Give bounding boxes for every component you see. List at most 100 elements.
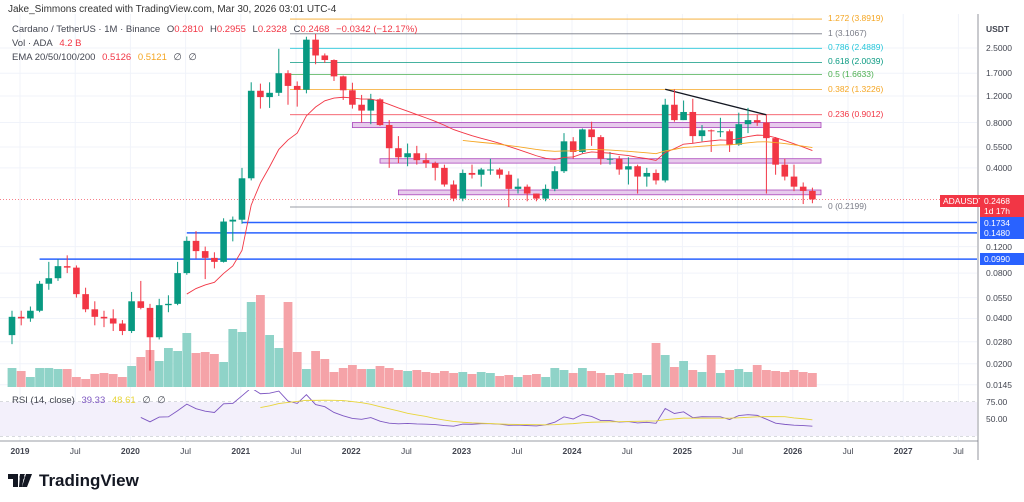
ohlc-low: L0.2328	[253, 24, 287, 35]
candle-body	[211, 257, 218, 262]
volume-bar	[486, 373, 495, 387]
volume-bar	[228, 329, 238, 387]
candle-body	[487, 169, 494, 171]
low-value: 0.2328	[257, 24, 287, 35]
volume-bar	[99, 373, 109, 387]
price-tick: 1.7000	[986, 68, 1012, 79]
candle-body	[542, 188, 549, 199]
candle-body	[413, 153, 421, 161]
volume-bar	[108, 374, 118, 387]
ema-legend[interactable]: EMA 20/50/100/200 0.5126 0.5121 ∅ ∅	[12, 52, 201, 63]
volume-bar	[670, 367, 679, 387]
current-price: 0.2468	[984, 196, 1010, 206]
volume-bar	[633, 373, 642, 387]
price-axis-unit: USDT	[986, 24, 1010, 34]
ema50-value: 0.5121	[137, 52, 167, 63]
horizontal-line-price-tag: 0.1734	[980, 216, 1024, 229]
rsi-line	[140, 390, 813, 427]
fib-level-label: 1 (3.1067)	[828, 27, 867, 38]
volume-bar	[780, 372, 790, 387]
volume-bar	[697, 372, 707, 387]
candle-body	[441, 167, 448, 185]
symbol-legend[interactable]: Cardano / TetherUS · 1M · Binance O0.281…	[12, 24, 421, 35]
candle-body	[477, 169, 485, 175]
candle-body	[643, 172, 651, 177]
candle-body	[137, 301, 145, 308]
volume-bar	[35, 368, 44, 387]
volume-bar	[734, 369, 744, 387]
volume-bar	[596, 373, 606, 387]
rsi-tick: 50.00	[986, 414, 1008, 424]
volume-bar	[605, 375, 615, 387]
volume-bar	[237, 332, 247, 387]
price-tick: 0.0400	[986, 313, 1012, 324]
candle-body	[82, 294, 89, 310]
volume-bar	[541, 377, 550, 387]
volume-bar	[182, 333, 192, 387]
fib-level-label: 1.272 (3.8919)	[828, 13, 884, 24]
rsi-band	[0, 402, 977, 436]
rsi-ma-value: 48.61	[111, 395, 136, 406]
attribution: Jake_Simmons created with TradingView.co…	[8, 4, 337, 15]
time-tick: Jul	[290, 446, 302, 456]
volume-bar	[26, 377, 35, 387]
volume-bar	[725, 370, 734, 387]
time-tick: Jul	[180, 446, 192, 456]
volume-bar	[587, 371, 596, 387]
volume-bar	[762, 370, 771, 387]
candle-body	[680, 111, 687, 121]
volume-bar	[624, 374, 633, 387]
volume-bar	[338, 368, 348, 387]
tradingview-logo[interactable]: TradingView	[8, 471, 139, 491]
candle-body	[201, 251, 209, 258]
volume-label: Vol · ADA	[12, 38, 53, 49]
drawings[interactable]	[0, 18, 977, 260]
ema-label: EMA 20/50/100/200	[12, 52, 96, 63]
candle-body	[523, 186, 531, 194]
price-tick: 0.1200	[986, 241, 1012, 252]
candle-body	[155, 305, 163, 338]
rsi-pane	[140, 390, 813, 427]
candle-body	[579, 129, 586, 152]
volume-bar	[311, 351, 320, 387]
price-tick: 0.0800	[986, 268, 1012, 279]
volume-bar	[412, 370, 422, 387]
candle-body	[220, 221, 227, 262]
rsi-tick: 75.00	[986, 397, 1008, 407]
candle-body	[431, 163, 439, 168]
volume-bar	[578, 368, 587, 387]
volume-bar	[16, 371, 26, 387]
volume-bar	[504, 375, 514, 387]
time-tick: 2027	[893, 446, 913, 456]
candle-body	[109, 318, 117, 324]
volume-bar	[771, 371, 780, 387]
fib-level-label: 0.382 (1.3226)	[828, 83, 884, 94]
candle-body	[634, 166, 641, 177]
volume-bar	[808, 373, 817, 387]
volume-bar	[559, 370, 569, 387]
candle-body	[799, 186, 807, 191]
symbol-price-tag: ADAUSDT	[940, 195, 987, 207]
low-label: L	[252, 24, 258, 35]
candle-body	[312, 39, 319, 56]
volume-legend[interactable]: Vol · ADA 4.2 B	[12, 38, 86, 49]
volume-bar	[458, 372, 468, 387]
time-tick: Jul	[621, 446, 633, 456]
candle-body	[615, 158, 623, 170]
change-value: −0.0342 (−12.17%)	[336, 24, 418, 35]
price-tick: 1.2000	[986, 91, 1012, 101]
candle-body	[128, 301, 135, 332]
volume-bar	[219, 362, 228, 387]
rsi-na-1: ∅	[142, 395, 151, 406]
candle-body	[671, 104, 678, 121]
trendline	[665, 88, 767, 116]
time-tick: Jul	[69, 446, 81, 456]
candle-body	[459, 172, 467, 199]
time-tick: 2021	[231, 446, 251, 456]
candle-body	[63, 266, 71, 268]
candle-body	[266, 92, 273, 98]
rsi-legend[interactable]: RSI (14, close) 39.33 48.61 ∅ ∅	[12, 395, 170, 406]
close-value: 0.2468	[300, 24, 330, 35]
rsi-ma-line	[260, 399, 813, 426]
